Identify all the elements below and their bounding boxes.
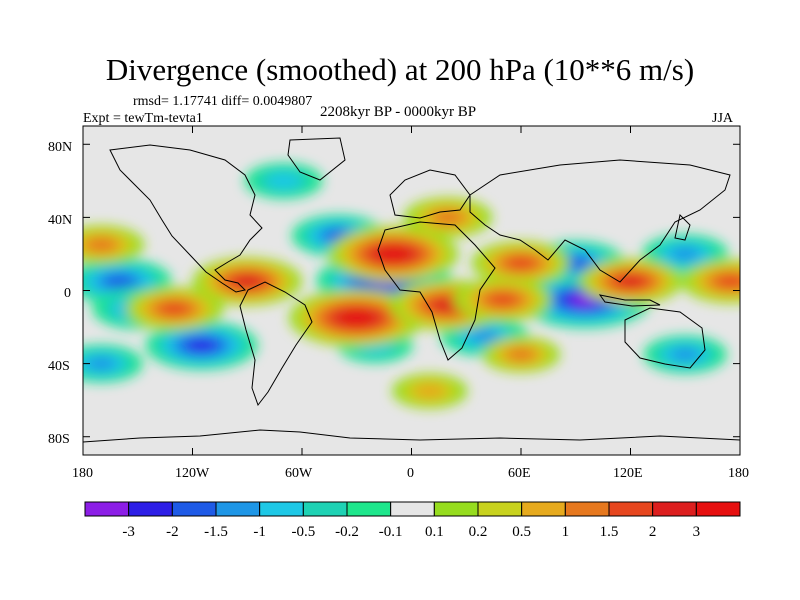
- coast-japan: [674, 213, 691, 241]
- colorbar-swatch-2: [171, 501, 217, 517]
- divergence-cell-7-3: [469, 329, 500, 344]
- divergence-cell-16-5: [234, 275, 261, 288]
- divergence-cell-13-6: [342, 311, 371, 325]
- lat-label-40n: 40N: [48, 213, 73, 228]
- lat-label-80n: 80N: [48, 140, 73, 155]
- lon-label-0: 0: [407, 466, 414, 481]
- colorbar-swatch-9: [477, 501, 523, 517]
- divergence-cell-23-3: [507, 348, 535, 361]
- coast-europe: [389, 169, 471, 219]
- divergence-cell-2-5: [188, 339, 216, 352]
- coast-north-america: [109, 144, 263, 293]
- colorbar-swatch-12: [608, 501, 654, 517]
- lon-label-120e: 120E: [613, 466, 643, 481]
- colorbar-label-2: -1.5: [204, 524, 228, 540]
- experiment-label: Expt = tewTm-tevta1: [83, 111, 203, 126]
- lon-label-60w: 60W: [285, 466, 313, 481]
- colorbar-label-5: -0.2: [335, 524, 359, 540]
- colorbar-label-9: 0.5: [512, 524, 531, 540]
- colorbar-swatch-4: [259, 501, 304, 517]
- colorbar-label-13: 3: [693, 524, 701, 540]
- coast-south-america: [239, 281, 313, 407]
- lon-label-180e: 180: [728, 466, 749, 481]
- divergence-cell-19-5: [617, 275, 644, 287]
- colorbar-swatch-8: [433, 501, 479, 517]
- lon-label-180w: 180: [72, 466, 93, 481]
- divergence-cell-14-6: [379, 248, 407, 260]
- period-label: 2208kyr BP - 0000kyr BP: [320, 104, 477, 120]
- divergence-cell-21-3: [86, 238, 117, 252]
- divergence-cell-22-3: [432, 210, 464, 225]
- colorbar-label-7: 0.1: [425, 524, 444, 540]
- divergence-cell-20-4: [488, 293, 517, 306]
- colorbar-swatch-0: [84, 501, 130, 517]
- colorbar-label-0: -3: [122, 524, 135, 540]
- colorbar-swatch-13: [652, 501, 697, 517]
- colorbar-label-3: -1: [253, 524, 266, 540]
- colorbar-swatch-14: [695, 501, 741, 517]
- divergence-cell-25-4: [716, 275, 740, 288]
- coast-antarctica: [83, 429, 740, 443]
- colorbar-label-6: -0.1: [379, 524, 403, 540]
- coast-greenland: [287, 137, 346, 181]
- colorbar-swatch-6: [346, 501, 392, 517]
- coastlines: [83, 137, 740, 443]
- divergence-cell-9-3: [670, 347, 700, 362]
- colorbar-label-4: -0.5: [291, 524, 315, 540]
- divergence-cell-24-2: [412, 383, 447, 399]
- colorbar-swatch-5: [302, 501, 348, 517]
- lat-label-0: 0: [64, 286, 71, 301]
- coast-australia: [624, 307, 706, 369]
- coast-asia: [469, 159, 731, 283]
- colorbar-swatch-10: [521, 501, 566, 517]
- axis-ticks: [82, 126, 741, 455]
- colorbar-label-12: 2: [649, 524, 657, 540]
- divergence-cell-17-4: [160, 302, 189, 316]
- lat-label-40s: 40S: [48, 359, 70, 374]
- lon-label-120w: 120W: [175, 466, 210, 481]
- colorbar-swatch-3: [215, 501, 261, 517]
- season-label: JJA: [712, 111, 734, 126]
- coast-indonesia: [598, 294, 661, 307]
- colorbar-label-11: 1.5: [600, 524, 619, 540]
- divergence-cell-10-3: [670, 247, 701, 261]
- divergence-cell-18-4: [506, 256, 536, 270]
- plot-title: Divergence (smoothed) at 200 hPa (10**6 …: [105, 52, 695, 87]
- lon-label-60e: 60E: [508, 466, 531, 481]
- stats-text: rmsd= 1.17741 diff= 0.0049807: [133, 94, 313, 109]
- coast-africa: [377, 221, 496, 361]
- divergence-cell-11-2: [266, 172, 302, 189]
- colorbar-swatch-11: [564, 501, 610, 517]
- divergence-cell-3-4: [104, 274, 135, 288]
- divergence-cell-8-3: [86, 357, 116, 371]
- colorbar-label-1: -2: [166, 524, 179, 540]
- colorbar-label-8: 0.2: [469, 524, 488, 540]
- colorbar-label-10: 1: [562, 524, 570, 540]
- lat-label-80s: 80S: [48, 432, 70, 447]
- colorbar-swatch-1: [128, 501, 173, 517]
- colorbar-swatch-7: [390, 501, 435, 517]
- divergence-field: [83, 162, 740, 409]
